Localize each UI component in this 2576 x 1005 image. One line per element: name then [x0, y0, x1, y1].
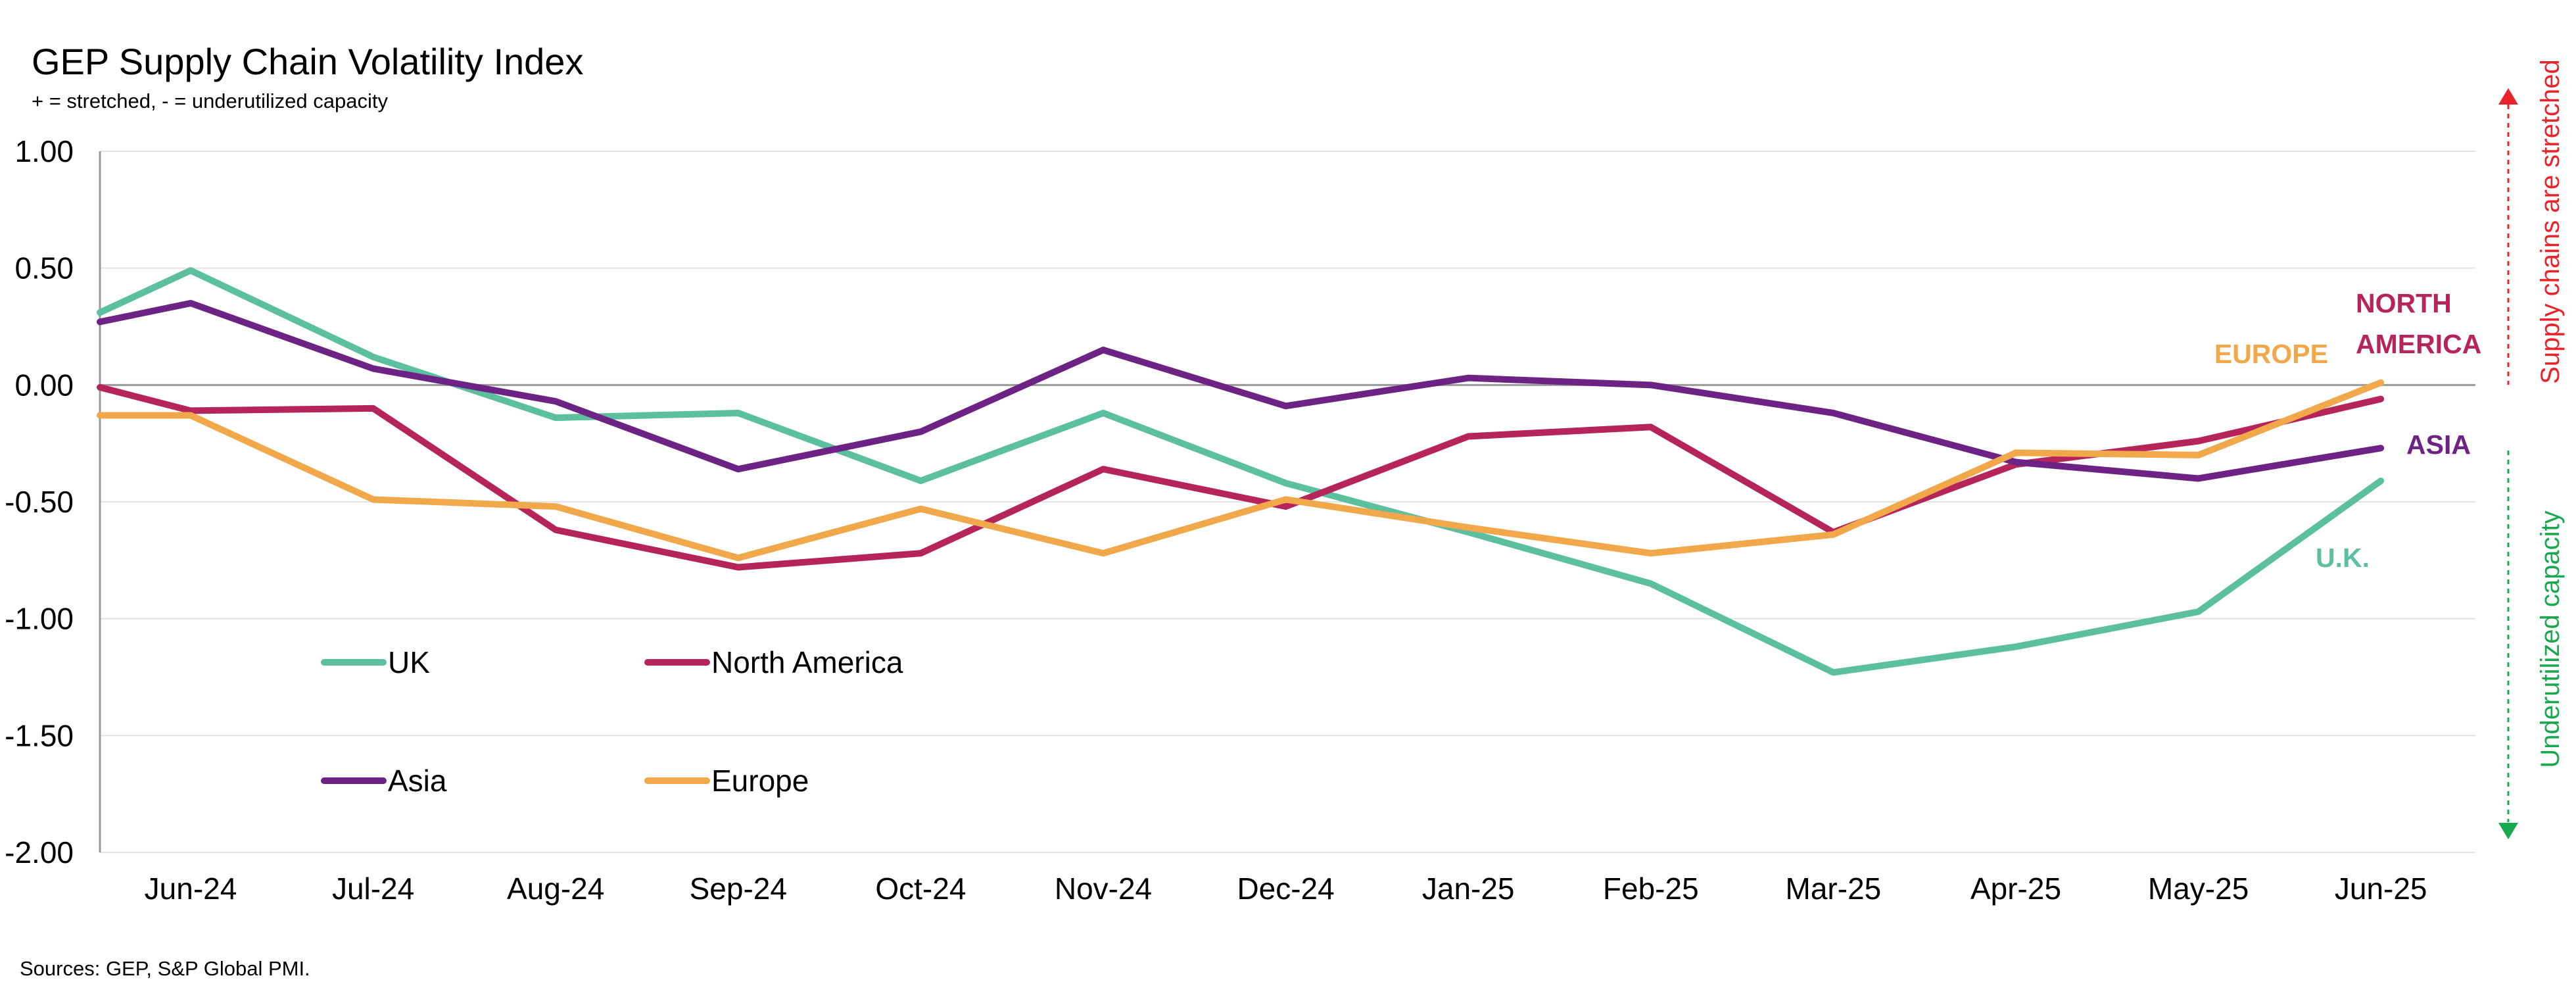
x-tick-label: Oct-24 — [875, 871, 966, 906]
x-tick-label: Sep-24 — [690, 871, 787, 906]
x-tick-label: Nov-24 — [1055, 871, 1152, 906]
x-axis-ticks: Jun-24 Jul-24 Aug-24 Sep-24 Oct-24 Nov-24 Dec-… — [145, 871, 2427, 906]
x-tick-label: Jun-24 — [145, 871, 237, 906]
legend-label-north-america: North America — [711, 645, 903, 679]
axes — [99, 151, 2475, 852]
x-tick-label: Dec-24 — [1237, 871, 1334, 906]
x-tick-label: May-25 — [2148, 871, 2249, 906]
legend-item-europe: Europe — [644, 764, 809, 798]
series-line-uk — [97, 267, 2385, 676]
end-label-north-america: NORTH AMERICA — [2356, 288, 2481, 359]
y-tick-label: -1.50 — [5, 718, 74, 752]
series-lines — [97, 267, 2385, 676]
chart-title: GEP Supply Chain Volatility Index — [32, 41, 583, 82]
series-line-europe — [97, 379, 2385, 562]
x-tick-label: Jan-25 — [1422, 871, 1515, 906]
y-tick-label: -2.00 — [5, 835, 74, 870]
x-tick-label: Jul-24 — [332, 871, 414, 906]
end-label-asia: ASIA — [2406, 429, 2471, 460]
x-tick-label: Apr-25 — [1970, 871, 2061, 906]
up-arrow-icon — [2498, 88, 2518, 105]
legend-label-europe: Europe — [711, 764, 809, 798]
side-annotations: Supply chains are stretched Underutilize… — [2498, 59, 2565, 839]
source-note: Sources: GEP, S&P Global PMI. — [20, 957, 310, 980]
y-tick-label: 1.00 — [14, 134, 74, 168]
x-tick-label: Mar-25 — [1786, 871, 1882, 906]
legend-label-asia: Asia — [388, 764, 447, 798]
series-line-north-america — [97, 383, 2385, 571]
legend-item-asia: Asia — [321, 764, 447, 798]
series-line-asia — [97, 299, 2385, 482]
end-label-europe: EUROPE — [2214, 339, 2328, 369]
y-tick-label: -1.00 — [5, 602, 74, 636]
legend-item-north-america: North America — [644, 645, 903, 679]
y-tick-label: -0.50 — [5, 485, 74, 519]
y-tick-label: 0.00 — [14, 368, 74, 402]
side-label-stretched: Supply chains are stretched — [2536, 59, 2565, 384]
x-tick-label: Aug-24 — [507, 871, 604, 906]
legend-item-uk: UK — [321, 645, 430, 679]
end-label-uk: U.K. — [2316, 543, 2370, 573]
x-tick-label: Jun-25 — [2335, 871, 2427, 906]
legend: UK North America Asia Europe — [321, 645, 903, 798]
down-arrow-icon — [2498, 823, 2518, 839]
y-tick-label: 0.50 — [14, 251, 74, 285]
series-end-labels: NORTH AMERICA EUROPE ASIA U.K. — [2214, 288, 2481, 573]
y-axis-ticks: 1.00 0.50 0.00 -0.50 -1.00 -1.50 -2.00 — [5, 134, 74, 870]
side-label-underutilized: Underutilized capacity — [2536, 510, 2565, 768]
x-tick-label: Feb-25 — [1603, 871, 1699, 906]
legend-label-uk: UK — [388, 645, 430, 679]
chart-subtitle: + = stretched, - = underutilized capacit… — [32, 89, 388, 112]
